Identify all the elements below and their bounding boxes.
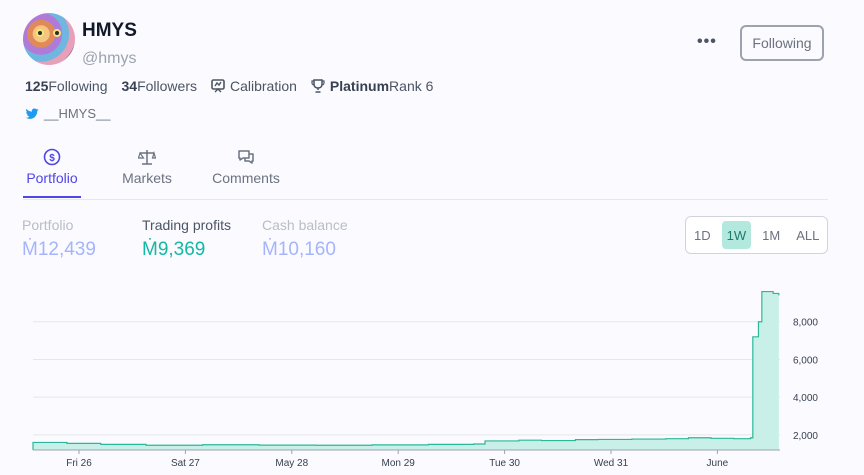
x-tick-label: Tue 30 bbox=[489, 458, 520, 469]
rank-tier: Platinum bbox=[329, 78, 390, 94]
chart-line bbox=[32, 290, 780, 450]
y-tick-label: 2,000 bbox=[793, 431, 818, 442]
cash-label: Cash balance bbox=[262, 217, 348, 233]
profile-tabs: $ Portfolio Markets Comments bbox=[23, 148, 283, 198]
avatar[interactable] bbox=[23, 13, 75, 65]
x-tick-label: June bbox=[707, 458, 729, 469]
followers-label: Followers bbox=[137, 78, 197, 94]
tab-comments[interactable]: Comments bbox=[209, 148, 283, 198]
y-tick-label: 8,000 bbox=[793, 318, 818, 329]
x-tick-label: May 28 bbox=[275, 458, 308, 469]
avatar-eye bbox=[53, 29, 61, 37]
chart-area-fill bbox=[33, 291, 779, 450]
range-all-button[interactable]: ALL bbox=[791, 221, 824, 249]
tab-divider bbox=[23, 199, 828, 200]
chat-icon bbox=[238, 150, 254, 164]
tab-comments-label: Comments bbox=[212, 170, 280, 186]
svg-text:$: $ bbox=[49, 153, 55, 164]
rank-label: Rank 6 bbox=[389, 78, 434, 94]
calibration-link[interactable]: Calibration bbox=[211, 78, 297, 94]
rank-badge[interactable]: Platinum Rank 6 bbox=[311, 78, 433, 94]
following-count: 125 bbox=[25, 78, 49, 94]
x-tick-label: Wed 31 bbox=[594, 458, 629, 469]
y-tick-label: 4,000 bbox=[793, 393, 818, 404]
chart-grid bbox=[33, 321, 780, 436]
followers-count: 34 bbox=[121, 78, 138, 94]
tab-markets-label: Markets bbox=[122, 170, 172, 186]
calibration-label: Calibration bbox=[229, 78, 297, 94]
followers-stat[interactable]: 34 Followers bbox=[122, 78, 197, 94]
range-1w-button[interactable]: 1W bbox=[721, 221, 752, 249]
profile-stats: 125 Following 34 Followers Calibration P… bbox=[25, 78, 447, 94]
twitter-handle: __HMYS__ bbox=[44, 106, 111, 121]
avatar-eye bbox=[36, 29, 44, 37]
portfolio-chart: 2,000 4,000 6,000 8,000 Fri 26 Sat 27 May 28 M… bbox=[32, 290, 818, 469]
portfolio-label: Portfolio bbox=[22, 217, 74, 233]
profile-name: HMYS bbox=[82, 20, 137, 41]
y-tick-label: 6,000 bbox=[793, 355, 818, 366]
profits-value: Ṁ9,369 bbox=[142, 239, 206, 260]
twitter-link[interactable]: __HMYS__ bbox=[25, 106, 110, 121]
profile-handle: @hmys bbox=[82, 50, 137, 67]
following-label: Following bbox=[48, 78, 108, 94]
range-1d-button[interactable]: 1D bbox=[689, 221, 716, 249]
cash-metric[interactable]: Cash balance Ṁ10,160 bbox=[262, 217, 348, 261]
twitter-icon bbox=[25, 107, 39, 119]
chart-x-ticks: Fri 26 Sat 27 May 28 Mon 29 Tue 30 Wed 31 June bbox=[33, 449, 780, 469]
calibration-icon bbox=[211, 79, 225, 93]
time-range-selector: 1D 1W 1M ALL bbox=[685, 216, 828, 254]
portfolio-value: Ṁ12,439 bbox=[22, 239, 96, 260]
portfolio-metric[interactable]: Portfolio Ṁ12,439 bbox=[22, 217, 96, 261]
cash-value: Ṁ10,160 bbox=[262, 239, 336, 260]
chart-y-ticks: 2,000 4,000 6,000 8,000 bbox=[793, 318, 818, 442]
dollar-circle-icon: $ bbox=[43, 148, 61, 166]
scale-icon bbox=[138, 150, 156, 165]
x-tick-label: Fri 26 bbox=[66, 458, 92, 469]
chart-area bbox=[32, 290, 780, 450]
more-options-icon[interactable]: ••• bbox=[697, 33, 717, 50]
tab-portfolio-label: Portfolio bbox=[26, 170, 78, 186]
profits-metric[interactable]: Trading profits Ṁ9,369 bbox=[142, 217, 231, 261]
tab-portfolio[interactable]: $ Portfolio bbox=[23, 148, 81, 198]
follow-button[interactable]: Following bbox=[740, 25, 824, 61]
x-tick-label: Sat 27 bbox=[171, 458, 200, 469]
profits-label: Trading profits bbox=[142, 217, 231, 233]
trophy-icon bbox=[311, 79, 325, 93]
x-tick-label: Mon 29 bbox=[382, 458, 416, 469]
tab-markets[interactable]: Markets bbox=[121, 148, 173, 198]
range-1m-button[interactable]: 1M bbox=[757, 221, 785, 249]
following-stat[interactable]: 125 Following bbox=[25, 78, 108, 94]
